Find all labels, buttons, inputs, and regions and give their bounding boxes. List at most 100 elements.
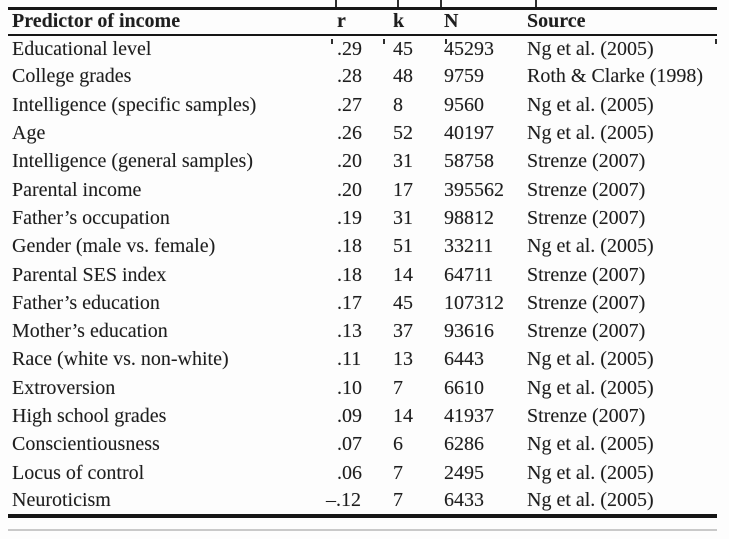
- table-row: Mother’s education .13 37 93616 Strenze …: [8, 317, 717, 345]
- cell-predictor: Father’s education: [12, 291, 160, 314]
- cell-predictor: Educational level: [12, 37, 152, 60]
- cell-r: .13: [337, 320, 362, 343]
- table-row: Locus of control .06 7 2495 Ng et al. (2…: [8, 459, 717, 487]
- cell-source: Ng et al. (2005): [527, 376, 654, 399]
- cell-k: 6: [393, 433, 403, 456]
- cell-r: .07: [337, 433, 362, 456]
- rule-tick: [397, 0, 399, 8]
- cell-k: 45: [393, 291, 413, 314]
- cell-n: 6286: [444, 433, 484, 456]
- cell-n: 40197: [444, 122, 494, 145]
- cell-k: 31: [393, 206, 413, 229]
- rule-tick: [715, 39, 717, 44]
- cell-k: 48: [393, 65, 413, 88]
- table-row: Conscientiousness .07 6 6286 Ng et al. (…: [8, 431, 717, 459]
- cell-source: Strenze (2007): [527, 320, 646, 343]
- cell-predictor: Extroversion: [12, 376, 116, 399]
- cell-n: 395562: [444, 178, 504, 201]
- cell-k: 17: [393, 178, 413, 201]
- cell-predictor: College grades: [12, 65, 132, 88]
- cell-n: 33211: [444, 235, 494, 258]
- column-header-r: r: [330, 7, 386, 36]
- rule-tick: [440, 0, 442, 8]
- cell-source: Ng et al. (2005): [527, 461, 654, 484]
- cell-predictor: Conscientiousness: [12, 433, 160, 456]
- cell-k: 14: [393, 263, 413, 286]
- cell-r: .10: [337, 376, 362, 399]
- cell-predictor: Mother’s education: [12, 320, 168, 343]
- cell-n: 9759: [444, 65, 484, 88]
- cell-source: Strenze (2007): [527, 291, 646, 314]
- header-row: Predictor of income r k N Source: [8, 7, 717, 36]
- cell-n: 9560: [444, 93, 484, 116]
- column-header-k: k: [386, 7, 437, 36]
- cell-n: 2495: [444, 461, 484, 484]
- table-row: Intelligence (specific samples) .27 8 95…: [8, 91, 717, 119]
- cell-n: 41937: [444, 405, 494, 427]
- cell-source: Ng et al. (2005): [527, 37, 654, 60]
- cell-predictor: Gender (male vs. female): [12, 235, 216, 258]
- cell-r: .18: [337, 235, 362, 258]
- table-row: Intelligence (general samples) .20 31 58…: [8, 148, 717, 176]
- cell-r: .28: [337, 65, 362, 88]
- cell-source: Strenze (2007): [527, 405, 646, 427]
- cell-r: .20: [337, 150, 362, 173]
- cell-r: –.12: [326, 487, 386, 518]
- table-row: Race (white vs. non-white) .11 13 6443 N…: [8, 346, 717, 374]
- cell-source: Ng et al. (2005): [527, 122, 654, 145]
- cell-r: .09: [337, 405, 362, 427]
- table-row: Parental SES index .18 14 64711 Strenze …: [8, 261, 717, 289]
- cell-k: 51: [393, 235, 413, 258]
- rule-tick: [331, 39, 333, 44]
- cell-source: Ng et al. (2005): [520, 487, 717, 518]
- cell-r: .20: [337, 178, 362, 201]
- bottom-rule-echo: [8, 529, 717, 531]
- cell-n: 45293: [444, 37, 494, 60]
- column-header-predictor: Predictor of income: [8, 7, 330, 36]
- table-row: Neuroticism –.12 7 6433 Ng et al. (2005): [8, 487, 717, 518]
- table-row: Age .26 52 40197 Ng et al. (2005): [8, 119, 717, 147]
- cell-n: 64711: [444, 263, 494, 286]
- rule-tick: [535, 0, 537, 8]
- cell-n: 107312: [444, 291, 504, 314]
- cell-k: 37: [393, 320, 413, 343]
- cell-predictor: Intelligence (general samples): [12, 150, 253, 173]
- cell-source: Ng et al. (2005): [527, 433, 654, 456]
- cell-k: 13: [393, 348, 413, 371]
- rule-tick: [383, 39, 385, 44]
- cell-k: 7: [393, 461, 403, 484]
- cell-source: Strenze (2007): [527, 206, 646, 229]
- cell-source: Strenze (2007): [527, 150, 646, 173]
- income-predictors-table: Predictor of income r k N Source Educati…: [8, 7, 717, 518]
- cell-r: .06: [337, 461, 362, 484]
- rule-tick: [335, 0, 337, 8]
- cell-predictor: Neuroticism: [8, 487, 330, 518]
- cell-predictor: Race (white vs. non-white): [12, 348, 229, 371]
- cell-source: Strenze (2007): [527, 178, 646, 201]
- cell-k: 7: [393, 376, 403, 399]
- cell-predictor: Intelligence (specific samples): [12, 93, 257, 116]
- cell-k: 52: [393, 122, 413, 145]
- column-header-n: N: [437, 7, 520, 36]
- table-row: Gender (male vs. female) .18 51 33211 Ng…: [8, 233, 717, 261]
- cell-source: Roth & Clarke (1998): [527, 65, 704, 88]
- cell-k: 31: [393, 150, 413, 173]
- cell-n: 93616: [444, 320, 494, 343]
- cell-k: 14: [393, 405, 413, 427]
- cell-predictor: Locus of control: [12, 461, 145, 484]
- cell-k: 45: [393, 37, 413, 60]
- cell-r: .17: [337, 291, 362, 314]
- cell-source: Ng et al. (2005): [527, 348, 654, 371]
- table-row: Father’s education .17 45 107312 Strenze…: [8, 289, 717, 317]
- cell-k: 7: [386, 487, 437, 518]
- cell-predictor: Father’s occupation: [12, 206, 170, 229]
- cell-r: .29: [337, 37, 362, 60]
- cell-predictor: High school grades: [12, 405, 167, 427]
- cell-n: 6433: [437, 487, 520, 518]
- cell-r: .19: [337, 206, 362, 229]
- cell-k: 8: [393, 93, 403, 116]
- cell-n: 58758: [444, 150, 494, 173]
- rule-tick: [445, 39, 447, 44]
- cell-r: .11: [337, 348, 362, 371]
